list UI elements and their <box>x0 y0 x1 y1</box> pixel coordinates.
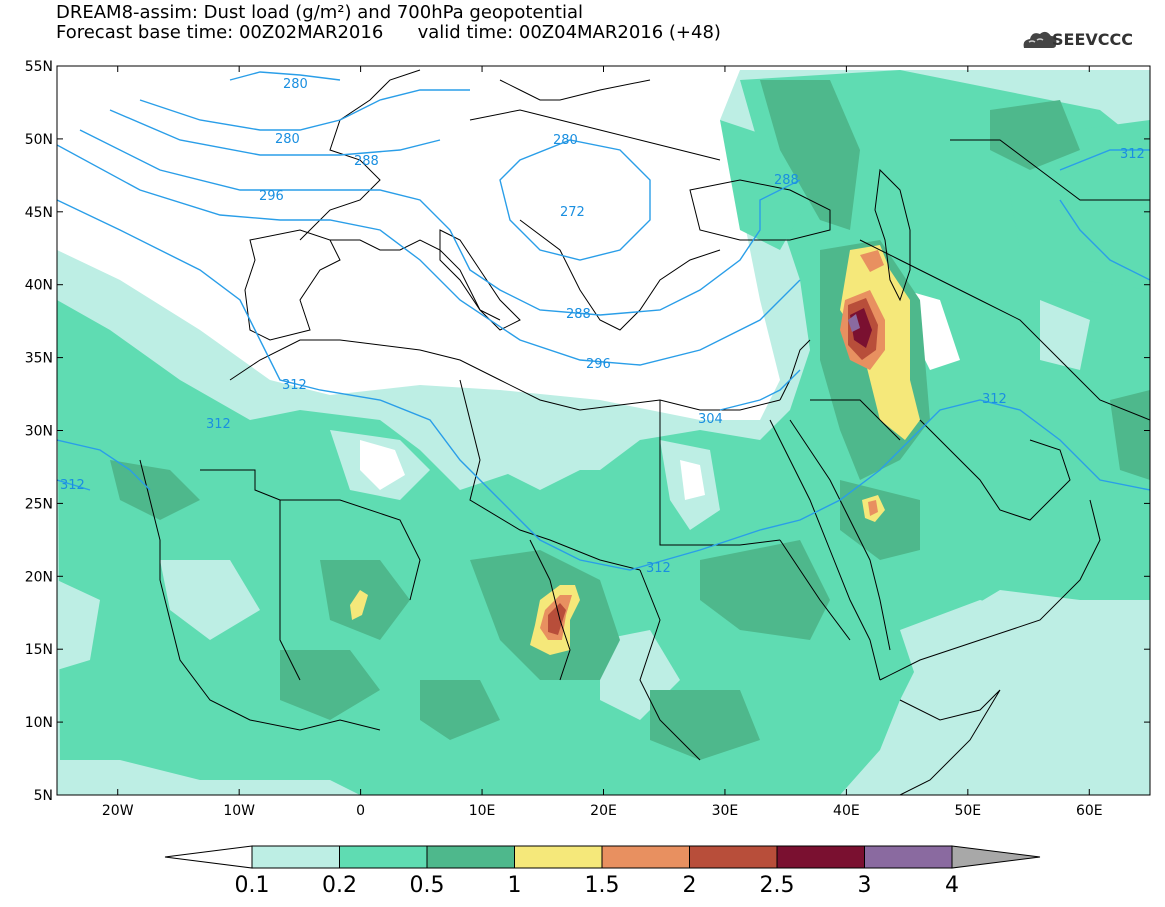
contour-label: 312 <box>646 561 671 576</box>
colorbar-label: 3 <box>858 873 872 898</box>
colorbar-label: 1.5 <box>585 873 620 898</box>
lon-label: 60E <box>1076 803 1103 819</box>
contour-label: 288 <box>774 173 799 188</box>
contour-label: 312 <box>60 478 85 493</box>
contour-label: 280 <box>553 133 578 148</box>
colorbar-label: 0.1 <box>235 873 270 898</box>
contour-label: 312 <box>282 378 307 393</box>
lat-label: 55N <box>25 59 53 75</box>
colorbar-swatch <box>251 845 340 869</box>
colorbar-swatch <box>339 845 428 869</box>
contour-label: 280 <box>275 132 300 147</box>
lon-label: 10E <box>469 803 496 819</box>
colorbar-label: 2 <box>683 873 697 898</box>
contour-label: 296 <box>586 357 611 372</box>
contour-label: 288 <box>566 307 591 322</box>
contour-label: 312 <box>1120 147 1145 162</box>
colorbar-label: 0.2 <box>322 873 357 898</box>
colorbar-label: 4 <box>945 873 959 898</box>
colorbar-swatch <box>864 845 953 869</box>
contour-labels: 280 280 288 296 280 272 288 288 296 312 … <box>60 77 1145 576</box>
lat-axis: 55N 50N 45N 40N 35N 30N 25N 20N 15N 10N 5N <box>25 59 1150 804</box>
map-subtitle: Forecast base time: 00Z02MAR2016 valid t… <box>56 22 721 43</box>
lat-label: 20N <box>25 569 53 585</box>
lon-label: 10W <box>223 803 255 819</box>
cloud-icon <box>1023 31 1057 48</box>
lat-label: 30N <box>25 424 53 440</box>
contour-label: 280 <box>283 77 308 92</box>
lon-label: 40E <box>833 803 860 819</box>
map-title: DREAM8-assim: Dust load (g/m²) and 700hP… <box>56 2 583 23</box>
lat-label: 35N <box>25 351 53 367</box>
colorbar-swatch <box>514 845 603 869</box>
colorbar-arrow-high <box>951 845 1041 869</box>
contour-label: 312 <box>206 417 231 432</box>
lat-label: 25N <box>25 496 53 512</box>
contour-label: 288 <box>354 154 379 169</box>
lat-label: 15N <box>25 642 53 658</box>
geopotential-contours <box>57 71 1150 571</box>
colorbar-swatch <box>689 845 778 869</box>
contour-label: 272 <box>560 205 585 220</box>
lon-label: 20W <box>102 803 134 819</box>
colorbar-label: 1 <box>508 873 522 898</box>
contour-label: 312 <box>982 392 1007 407</box>
colorbar-swatch <box>776 845 865 869</box>
lat-label: 50N <box>25 132 53 148</box>
logo-text: SEEVCCC <box>1052 30 1133 49</box>
colorbar-label: 2.5 <box>760 873 795 898</box>
lat-label: 40N <box>25 278 53 294</box>
colorbar-swatch <box>426 845 515 869</box>
lat-label: 10N <box>25 715 53 731</box>
lon-axis: 20W 10W 0 10E 20E 30E 40E 50E 60E <box>102 66 1103 819</box>
colorbar-label: 0.5 <box>410 873 445 898</box>
colorbar-swatch <box>601 845 690 869</box>
dust-field <box>57 70 1150 795</box>
contour-label: 296 <box>259 189 284 204</box>
contour-label: 304 <box>698 412 723 427</box>
colorbar-arrow-low <box>164 845 253 869</box>
lon-label: 30E <box>712 803 739 819</box>
colorbar: 0.1 0.2 0.5 1 1.5 2 2.5 3 4 <box>164 845 1041 898</box>
lon-label: 20E <box>590 803 617 819</box>
lon-label: 0 <box>356 803 365 819</box>
lon-label: 50E <box>954 803 981 819</box>
lat-label: 5N <box>34 788 53 804</box>
lat-label: 45N <box>25 205 53 221</box>
